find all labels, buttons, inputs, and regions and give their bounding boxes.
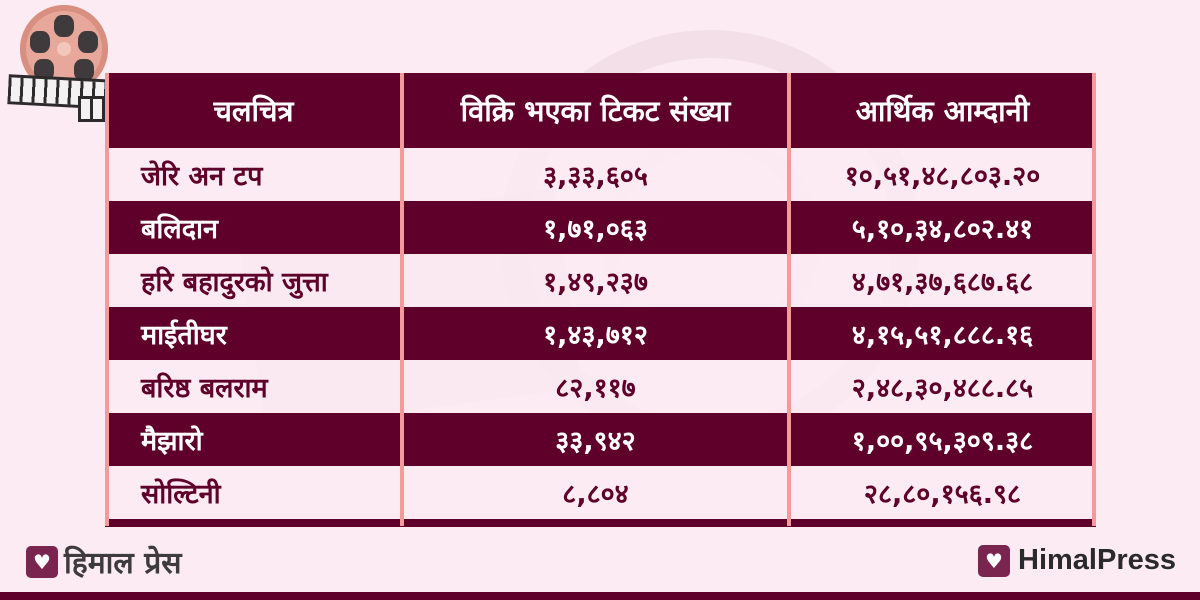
revenue: २८,८०,१५६.९८ <box>863 479 1022 510</box>
column-separator <box>787 73 791 526</box>
film-name: मैझारो <box>141 426 203 457</box>
himal-press-logo-nepali: ♥ हिमाल प्रेस <box>26 541 182 582</box>
tickets-sold: ३३,९४२ <box>555 426 636 457</box>
revenue: १०,५१,४८,८०३.२० <box>844 161 1041 192</box>
tickets-sold: ८२,११७ <box>555 373 636 404</box>
tickets-sold: १,७१,०६३ <box>543 214 648 245</box>
heart-page-icon: ♥ <box>26 545 58 578</box>
film-name: बरिष्ठ बलराम <box>141 373 268 404</box>
revenue: ५,१०,३४,८०२.४१ <box>851 214 1034 245</box>
tickets-sold: १,४९,२३७ <box>543 267 648 298</box>
table-header-row: चलचित्र विक्रि भएका टिकट संख्या आर्थिक आ… <box>105 73 1096 148</box>
bottom-bar <box>0 592 1200 600</box>
film-name: माईतीघर <box>141 320 227 351</box>
table-bottom-stripe <box>105 519 1096 527</box>
logo-text-english: HimalPress <box>1018 544 1176 576</box>
table-row: जेरि अन टप ३,३३,६०५ १०,५१,४८,८०३.२० <box>105 148 1096 201</box>
revenue: ४,१५,५१,८८८.१६ <box>851 320 1034 351</box>
film-name: सोल्टिनी <box>141 479 221 510</box>
header-revenue: आर्थिक आम्दानी <box>855 94 1030 128</box>
table-row: बरिष्ठ बलराम ८२,११७ २,४८,३०,४८८.८५ <box>105 360 1096 413</box>
column-separator <box>400 73 404 526</box>
himal-press-logo-english: ♥ HimalPress <box>978 544 1176 577</box>
column-separator <box>105 73 109 526</box>
revenue: २,४८,३०,४८८.८५ <box>851 373 1034 404</box>
revenue: १,००,९५,३०९.३८ <box>851 426 1034 457</box>
logo-text-nepali: हिमाल प्रेस <box>64 546 182 581</box>
table-row: बलिदान १,७१,०६३ ५,१०,३४,८०२.४१ <box>105 201 1096 254</box>
heart-page-icon: ♥ <box>978 544 1010 577</box>
table-row: सोल्टिनी ८,८०४ २८,८०,१५६.९८ <box>105 466 1096 519</box>
column-separator <box>1092 73 1096 526</box>
tickets-sold: ८,८०४ <box>562 479 629 510</box>
tickets-sold: ३,३३,६०५ <box>543 161 648 192</box>
tickets-sold: १,४३,७१२ <box>543 320 648 351</box>
table-row: माईतीघर १,४३,७१२ ४,१५,५१,८८८.१६ <box>105 307 1096 360</box>
header-tickets-sold: विक्रि भएका टिकट संख्या <box>460 94 731 128</box>
box-office-table: चलचित्र विक्रि भएका टिकट संख्या आर्थिक आ… <box>105 73 1096 527</box>
table-row: मैझारो ३३,९४२ १,००,९५,३०९.३८ <box>105 413 1096 466</box>
film-name: हरि बहादुरको जुत्ता <box>141 267 328 298</box>
table-row: हरि बहादुरको जुत्ता १,४९,२३७ ४,७१,३७,६८७… <box>105 254 1096 307</box>
header-film: चलचित्र <box>213 94 294 128</box>
film-name: बलिदान <box>141 214 219 245</box>
revenue: ४,७१,३७,६८७.६८ <box>851 267 1034 298</box>
film-name: जेरि अन टप <box>141 161 263 192</box>
